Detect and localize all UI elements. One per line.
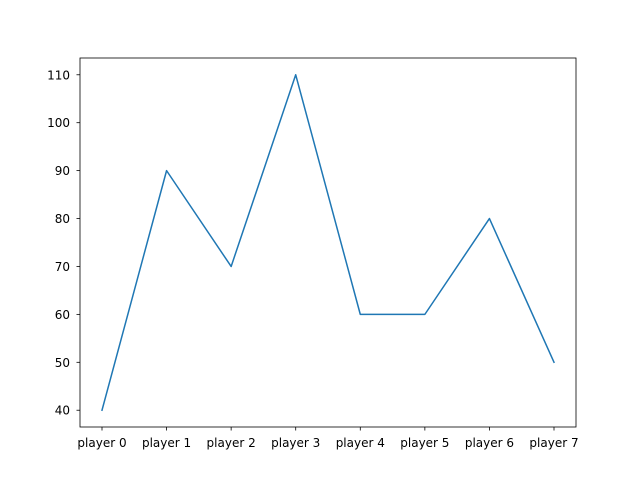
- y-tick-label: 110: [47, 68, 70, 82]
- x-tick-label: player 2: [207, 436, 256, 450]
- x-tick-label: player 1: [142, 436, 191, 450]
- y-tick-label: 100: [47, 116, 70, 130]
- x-axis: player 0 player 1 player 2 player 3 player 4…: [77, 427, 579, 450]
- y-tick-label: 60: [55, 308, 70, 322]
- series-line-0: [101, 74, 555, 412]
- x-tick-label: player 3: [271, 436, 320, 450]
- axes-frame: [79, 57, 577, 428]
- plot-area: [80, 58, 576, 427]
- x-tick-label: player 4: [336, 436, 385, 450]
- y-tick-label: 80: [55, 212, 70, 226]
- x-tick-label: player 6: [465, 436, 514, 450]
- axes-background: [80, 58, 576, 427]
- y-axis: 40 50 60 70 80 90 100 110: [47, 68, 80, 418]
- x-tick-label: player 7: [529, 436, 578, 450]
- y-tick-label: 70: [55, 260, 70, 274]
- y-tick-label: 40: [55, 404, 70, 418]
- series-layer: [101, 74, 555, 412]
- y-tick-label: 90: [55, 164, 70, 178]
- y-tick-label: 50: [55, 356, 70, 370]
- x-tick-label: player 0: [77, 436, 126, 450]
- x-tick-label: player 5: [400, 436, 449, 450]
